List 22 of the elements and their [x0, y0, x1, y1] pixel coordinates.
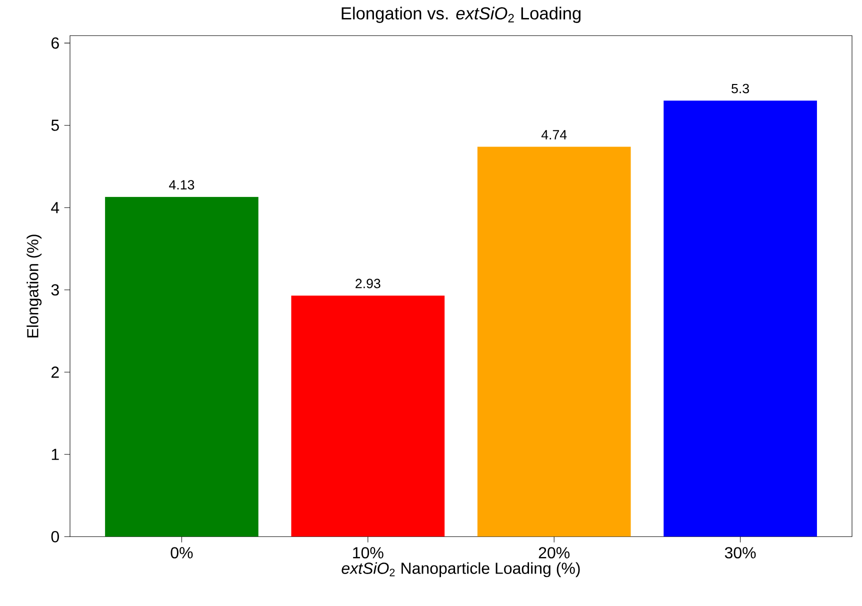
data-label: 4.74	[541, 130, 567, 140]
bar	[291, 296, 445, 537]
y-tick-label: 0	[51, 531, 59, 542]
y-tick-label: 2	[51, 366, 59, 378]
chart-title: Elongation vs. extSiO$_{2}$ Loading	[342, 6, 581, 23]
bar	[105, 196, 258, 537]
bar	[664, 100, 817, 537]
data-label: 4.13	[169, 180, 194, 190]
x-tick-label: 20%	[538, 547, 570, 558]
y-tick-label: 6	[52, 37, 59, 49]
x-axis-title: extSiO$_{2}$ Nanoparticle Loading (%)	[342, 562, 580, 578]
data-label: 5.3	[732, 84, 749, 94]
y-axis-title: Elongation (%)	[26, 234, 42, 338]
x-tick-label: 30%	[724, 547, 756, 558]
x-tick-label: 0%	[170, 547, 193, 558]
y-tick-label: 5	[51, 120, 59, 131]
bar	[477, 146, 631, 537]
y-tick-label: 3	[51, 284, 59, 296]
y-tick-label: 1	[52, 448, 59, 460]
x-tick-label: 10%	[353, 547, 384, 558]
data-label: 2.93	[356, 278, 380, 288]
y-tick-label: 4	[51, 202, 60, 214]
